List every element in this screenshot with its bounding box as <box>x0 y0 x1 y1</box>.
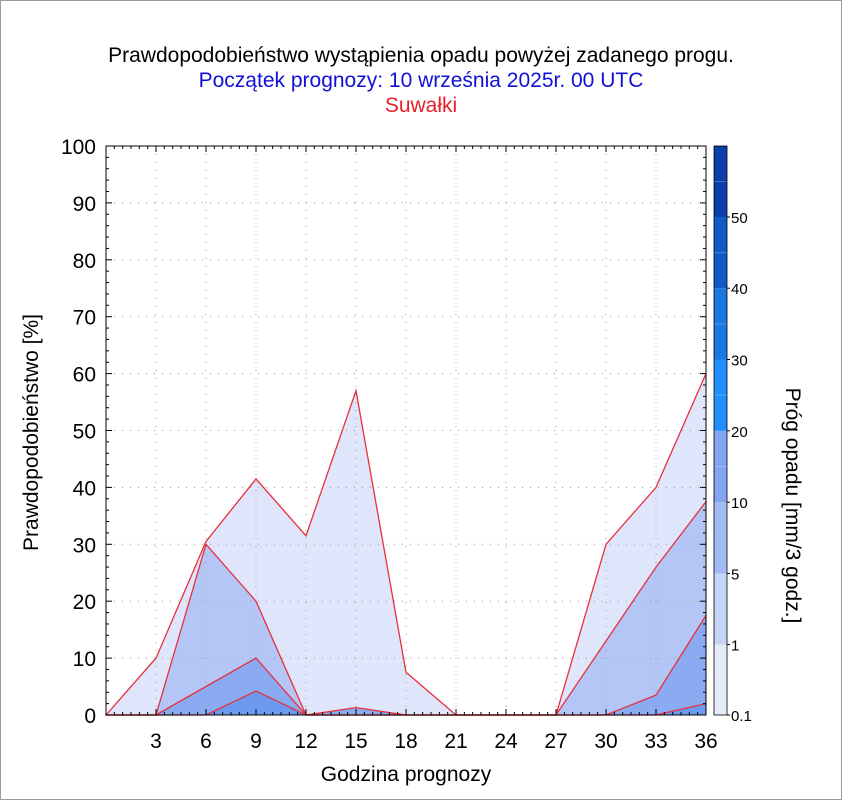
colorbar: 0.1 1 5 10 20 30 40 50 <box>713 145 752 725</box>
y-axis: 0 10 20 30 40 50 60 70 80 90 100 <box>61 136 96 728</box>
y-tick-label: 10 <box>73 648 96 671</box>
colorbar-tick-label: 50 <box>731 210 748 227</box>
series-line-0.1 <box>105 373 707 716</box>
colorbar-label: Próg opadu [mm/3 godz.] <box>781 388 804 624</box>
y-tick-label: 0 <box>84 705 96 728</box>
x-tick-label: 24 <box>494 730 518 753</box>
x-tick-label: 27 <box>544 730 567 753</box>
y-tick-label: 70 <box>73 307 96 330</box>
colorbar-tick-label: 20 <box>731 424 748 441</box>
colorbar-segment <box>714 644 727 715</box>
colorbar-tick-label: 0.1 <box>731 708 752 725</box>
y-tick-label: 80 <box>73 250 96 273</box>
y-tick-label: 50 <box>73 421 96 444</box>
x-tick-label: 12 <box>294 730 317 753</box>
colorbar-tick-label: 40 <box>731 281 748 298</box>
chart-title: Prawdopodobieństwo wystąpienia opadu pow… <box>108 44 734 67</box>
x-tick-label: 21 <box>444 730 467 753</box>
colorbar-segment <box>714 502 727 574</box>
y-tick-label: 90 <box>73 193 96 216</box>
colorbar-segment <box>714 146 727 217</box>
x-tick-label: 30 <box>594 730 617 753</box>
chart-subtitle: Początek prognozy: 10 września 2025r. 00… <box>198 69 644 92</box>
y-tick-label: 60 <box>73 364 96 387</box>
x-tick-label: 9 <box>250 730 262 753</box>
y-tick-label: 30 <box>73 534 96 557</box>
y-axis-label: Prawdopodobieństwo [%] <box>20 314 43 551</box>
colorbar-tick-label: 5 <box>731 567 739 584</box>
colorbar-segment <box>714 288 727 360</box>
x-tick-label: 18 <box>394 730 417 753</box>
colorbar-segment <box>714 573 727 645</box>
colorbar-tick-label: 1 <box>731 638 739 655</box>
chart-location: Suwałki <box>384 94 458 117</box>
minor-ticks <box>105 145 707 716</box>
x-tick-label: 33 <box>644 730 667 753</box>
y-tick-label: 40 <box>73 477 96 500</box>
colorbar-segment <box>714 217 727 289</box>
x-axis: 3 6 9 12 15 18 21 24 27 30 33 36 <box>150 730 718 753</box>
colorbar-segment <box>714 430 727 503</box>
y-tick-label: 100 <box>61 136 96 159</box>
y-tick-label: 20 <box>73 591 96 614</box>
x-tick-label: 3 <box>150 730 162 753</box>
colorbar-tick-label: 30 <box>731 353 748 370</box>
x-tick-label: 15 <box>344 730 367 753</box>
x-tick-label: 36 <box>694 730 717 753</box>
colorbar-segment <box>714 359 727 431</box>
colorbar-tick-label: 10 <box>731 495 748 512</box>
x-tick-label: 6 <box>200 730 212 753</box>
x-axis-label: Godzina prognozy <box>321 763 492 786</box>
